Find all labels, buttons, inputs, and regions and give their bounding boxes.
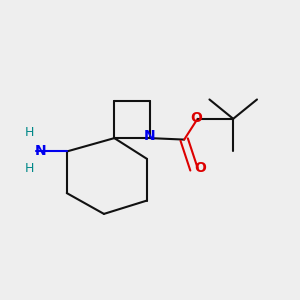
Text: N: N: [144, 129, 156, 143]
Text: O: O: [190, 111, 202, 125]
Text: O: O: [195, 161, 206, 175]
Text: N: N: [35, 144, 47, 158]
Text: H: H: [25, 162, 34, 175]
Text: H: H: [25, 126, 34, 139]
